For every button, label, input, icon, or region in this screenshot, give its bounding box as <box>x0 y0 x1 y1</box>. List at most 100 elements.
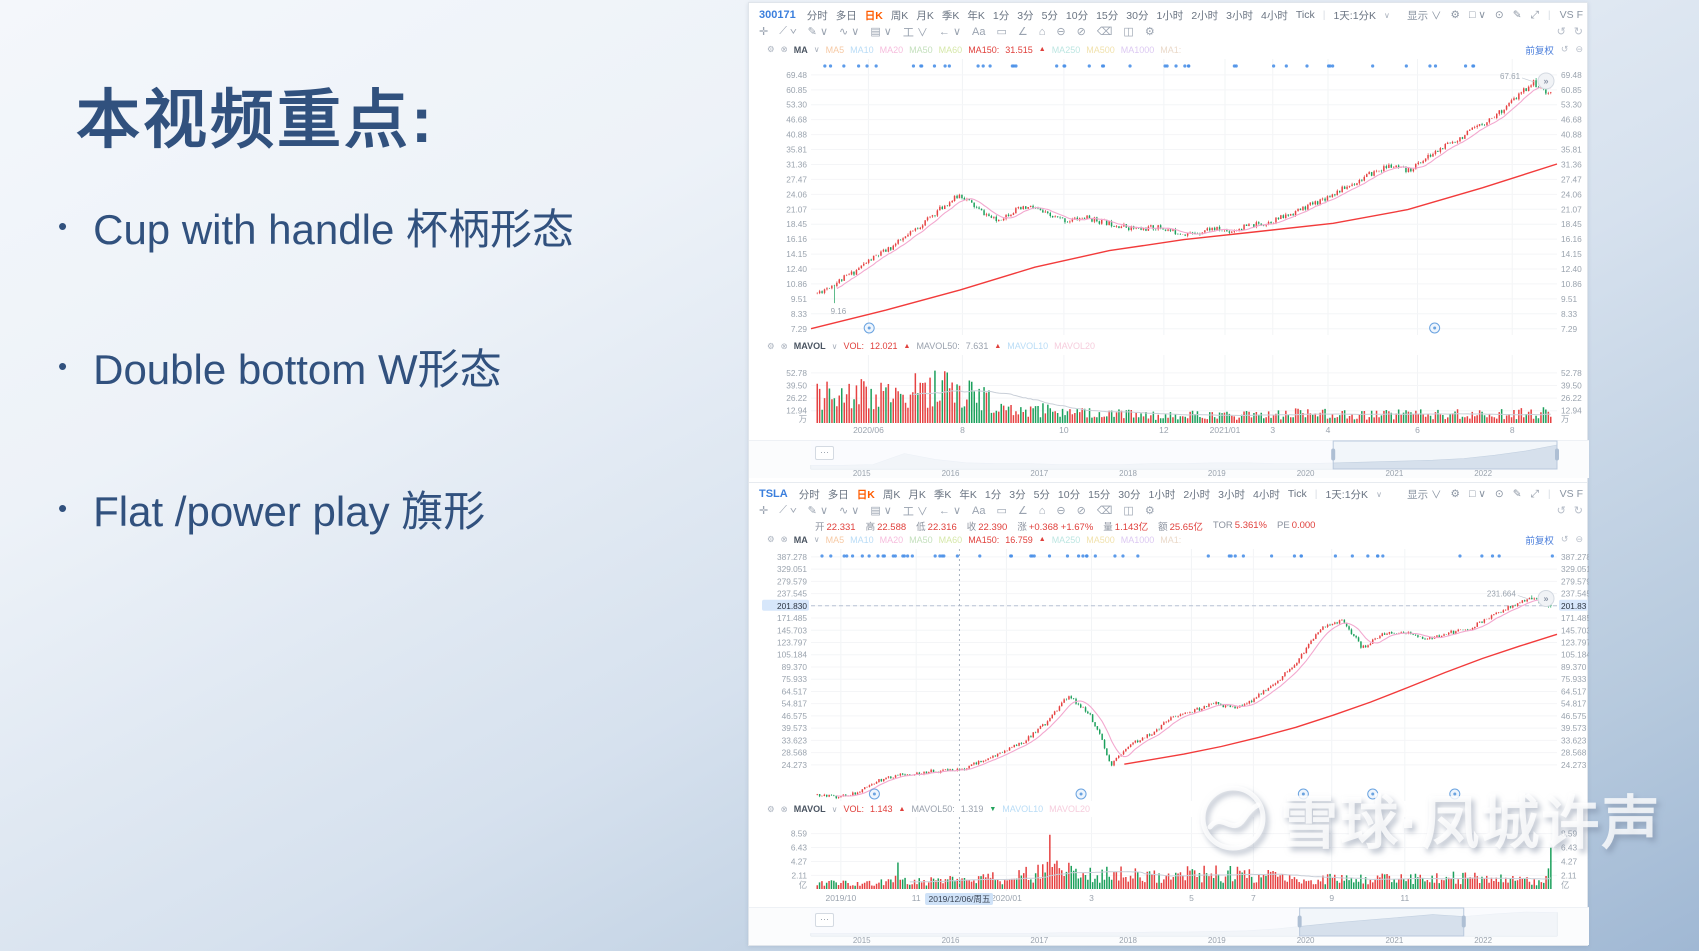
event-dot[interactable] <box>919 64 923 68</box>
event-dot[interactable] <box>940 554 944 558</box>
tab-月K[interactable]: 月K <box>908 488 926 501</box>
event-dot[interactable] <box>1081 554 1085 558</box>
event-dot[interactable] <box>1206 554 1210 558</box>
segment-icon[interactable]: ⟋ ∨ <box>779 504 797 516</box>
event-dot[interactable] <box>1229 554 1233 558</box>
angle-icon[interactable]: ∠ <box>1017 505 1028 517</box>
undo-icon[interactable]: ↺ <box>1556 505 1566 517</box>
mavol-indicator-name[interactable]: MAVOL <box>793 804 826 814</box>
ma-item-MA50[interactable]: MA50 <box>909 44 933 55</box>
event-dot[interactable] <box>820 554 824 558</box>
navigator-more-button[interactable]: ⋯ <box>815 446 834 460</box>
event-dot[interactable] <box>874 64 878 68</box>
event-dot[interactable] <box>947 64 951 68</box>
disable-icon[interactable]: ⊘ <box>1076 26 1086 38</box>
event-dot[interactable] <box>1121 554 1125 558</box>
close-icon[interactable]: ⊗ <box>780 534 788 544</box>
event-dot[interactable] <box>943 64 947 68</box>
event-dot[interactable] <box>1076 554 1081 558</box>
tab-日K[interactable]: 日K <box>864 9 883 22</box>
remove-icon[interactable]: ⊖ <box>1575 44 1583 54</box>
event-dot[interactable] <box>988 64 992 68</box>
event-dot[interactable] <box>1241 554 1245 558</box>
ma-item-MA5[interactable]: MA5 <box>825 44 845 55</box>
redo-icon[interactable]: ↻ <box>1573 505 1583 517</box>
angle-icon[interactable]: ∠ <box>1017 26 1028 38</box>
forward-adjust-button[interactable]: 前复权 <box>1525 535 1554 547</box>
event-dot[interactable] <box>1366 554 1370 558</box>
tab-1分[interactable]: 1分 <box>984 488 1002 501</box>
segment-icon[interactable]: ⟋ ∨ <box>779 25 797 37</box>
navigator-handle-right[interactable] <box>1461 915 1466 928</box>
ma-item-MA1:[interactable]: MA1: <box>1160 534 1182 545</box>
camera-icon[interactable]: ⊙ <box>1494 9 1504 21</box>
delete-icon[interactable]: ⌫ <box>1096 505 1113 517</box>
gear-icon[interactable]: ⚙ <box>767 44 775 54</box>
event-dot[interactable] <box>1497 554 1501 558</box>
event-dot[interactable] <box>1381 554 1385 558</box>
fullscreen-icon[interactable]: ⤢ <box>1530 8 1539 21</box>
ma150-label[interactable]: MA150: <box>968 534 1000 545</box>
event-dot[interactable] <box>1233 554 1237 558</box>
event-dot[interactable] <box>1292 554 1297 558</box>
ma-caret-icon[interactable]: ∨ <box>813 535 820 544</box>
event-dot[interactable] <box>856 64 861 68</box>
tab-1天:1分K[interactable]: 1天:1分K <box>1325 488 1369 501</box>
measure-icon[interactable]: 工 ∨ <box>902 505 928 518</box>
tab-分时[interactable]: 分时 <box>798 488 820 501</box>
event-dot[interactable] <box>842 554 846 558</box>
vs-compare-button[interactable]: VS F <box>1559 488 1583 500</box>
ma-indicator-name[interactable]: MA <box>793 534 808 545</box>
ma-item-MA250[interactable]: MA250 <box>1051 44 1081 55</box>
event-dot[interactable] <box>981 64 985 68</box>
tab-10分[interactable]: 10分 <box>1057 488 1081 501</box>
event-dot[interactable] <box>1471 64 1476 68</box>
tab-季K[interactable]: 季K <box>933 488 952 501</box>
300171-navigator[interactable]: 2015 2016 2017 2018 2019 2020 2021 2022 <box>749 440 1589 478</box>
event-dot[interactable] <box>842 64 846 68</box>
tab-1小时[interactable]: 1小时 <box>1156 9 1184 22</box>
event-dot[interactable] <box>910 554 914 558</box>
disable-icon[interactable]: ⊘ <box>1076 505 1086 517</box>
ma-item-MA500[interactable]: MA500 <box>1086 44 1115 55</box>
corporate-event-marker[interactable] <box>868 788 880 800</box>
vs-compare-button[interactable]: VS F <box>1559 9 1583 21</box>
tab-10分[interactable]: 10分 <box>1065 9 1089 22</box>
ma-item-MA10[interactable]: MA10 <box>850 534 874 545</box>
ma-item-MA20[interactable]: MA20 <box>879 534 904 545</box>
mavol-caret-icon[interactable]: ∨ <box>831 341 838 351</box>
move-icon[interactable]: ✛ <box>759 505 769 517</box>
pattern-icon[interactable]: ▤ ∨ <box>870 505 892 517</box>
gear-icon[interactable]: ⚙ <box>767 803 775 814</box>
redo-icon[interactable]: ↻ <box>1573 26 1583 38</box>
event-dot[interactable] <box>1375 554 1380 558</box>
camera-icon[interactable]: ⊙ <box>1494 488 1504 500</box>
pattern-icon[interactable]: ▤ ∨ <box>870 26 892 38</box>
event-dot[interactable] <box>1032 554 1036 558</box>
ma-caret-icon[interactable]: ∨ <box>813 45 820 54</box>
ma150-label[interactable]: MA150: <box>968 44 1000 55</box>
pencil-icon[interactable]: ✎ <box>1512 9 1522 21</box>
event-dot[interactable] <box>932 64 937 68</box>
ma-item-MA1:[interactable]: MA1: <box>1160 44 1182 55</box>
300171-price-pane[interactable]: 69.48 69.48 60.85 60.85 53.30 53.30 46.68 46.68… <box>749 59 1589 335</box>
tab-3分[interactable]: 3分 <box>1017 9 1034 22</box>
symbol-code[interactable]: TSLA <box>759 488 788 500</box>
event-dot[interactable] <box>938 554 942 558</box>
event-dot[interactable] <box>1093 554 1097 558</box>
event-dot[interactable] <box>1163 64 1167 68</box>
pen-icon[interactable]: ✎ ∨ <box>807 505 828 517</box>
event-dot[interactable] <box>1183 64 1187 68</box>
arrow-icon[interactable]: ← ∨ <box>938 505 962 517</box>
ma-item-MA1000[interactable]: MA1000 <box>1120 534 1155 545</box>
mavol-item-MAVOL10[interactable]: MAVOL10 <box>1007 341 1049 351</box>
navigator-handle-left[interactable] <box>1331 448 1336 461</box>
text-icon[interactable]: Aa <box>972 504 986 517</box>
tsla-volume-pane[interactable]: 8.59 8.596.43 6.434.27 4.272.11 2.11亿亿 <box>749 817 1589 891</box>
tab-分时[interactable]: 分时 <box>806 9 828 22</box>
event-dot[interactable] <box>1113 554 1117 558</box>
event-dot[interactable] <box>1234 64 1238 68</box>
event-dot[interactable] <box>1331 64 1335 68</box>
tab-30分[interactable]: 30分 <box>1126 9 1149 22</box>
event-dot[interactable] <box>1350 554 1354 558</box>
